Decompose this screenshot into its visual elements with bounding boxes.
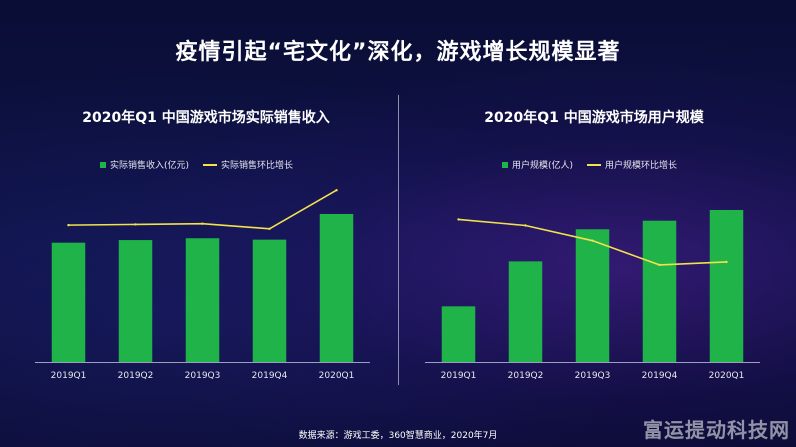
growth-point-2020Q1	[725, 260, 728, 264]
right-chart-title: 2020年Q1 中国游戏市场用户规模	[484, 110, 704, 126]
x-tick-label: 2020Q1	[319, 371, 355, 381]
growth-point-2019Q1	[457, 218, 460, 221]
growth-point-2019Q4	[268, 227, 271, 230]
panel-divider	[398, 95, 399, 385]
bar-2019Q1	[441, 306, 476, 362]
bar-2019Q1	[51, 242, 86, 362]
legend-bar-swatch	[502, 161, 508, 168]
left-chart-title: 2020年Q1 中国游戏市场实际销售收入	[82, 110, 330, 126]
legend-line-swatch	[203, 163, 218, 166]
watermark-text: 富运提动科技网	[643, 418, 790, 442]
x-tick-label: 2019Q4	[252, 371, 288, 381]
growth-point-2019Q3	[591, 239, 594, 242]
x-tick-label: 2019Q1	[51, 371, 87, 381]
left-chart: 2019Q1 2019Q2 2019Q3 2019Q4 2020Q1	[35, 188, 370, 381]
legend-line-label: 实际销售环比增长	[221, 161, 294, 171]
left-chart-legend: 实际销售收入(亿元) 实际销售环比增长	[100, 158, 293, 171]
bar-2020Q1	[319, 213, 354, 362]
growth-point-2019Q3	[201, 222, 204, 225]
x-tick-label: 2019Q2	[118, 371, 154, 381]
slide-title: 疫情引起“宅文化”深化，游戏增长规模显著	[175, 40, 621, 65]
growth-point-2019Q2	[524, 224, 527, 227]
legend-bar-label: 用户规模(亿人)	[512, 161, 574, 171]
legend-bar-label: 实际销售收入(亿元)	[110, 161, 190, 171]
data-source-footer: 数据来源：游戏工委，360智慧商业，2020年7月	[298, 431, 498, 441]
x-tick-label: 2020Q1	[709, 371, 745, 381]
bar-2019Q2	[118, 240, 153, 362]
bar-2019Q4	[642, 220, 677, 362]
x-tick-label: 2019Q1	[441, 371, 477, 381]
legend-bar-swatch	[100, 161, 106, 168]
legend-line-label: 用户规模环比增长	[605, 161, 678, 171]
bar-2019Q2	[508, 261, 543, 362]
growth-point-2019Q1	[67, 223, 70, 227]
growth-point-2019Q2	[134, 223, 137, 226]
growth-point-2019Q4	[658, 263, 661, 267]
x-tick-label: 2019Q3	[575, 371, 611, 381]
right-chart-legend: 用户规模(亿人) 用户规模环比增长	[502, 158, 677, 171]
bar-2019Q3	[575, 229, 610, 362]
x-tick-label: 2019Q3	[185, 371, 221, 381]
bar-2020Q1	[709, 209, 744, 362]
right-chart: 2019Q1 2019Q2 2019Q3 2019Q4 2020Q1	[425, 209, 760, 381]
x-tick-label: 2019Q2	[508, 371, 544, 381]
x-tick-label: 2019Q4	[642, 371, 678, 381]
growth-point-2020Q1	[335, 188, 338, 192]
bar-2019Q3	[185, 238, 220, 362]
bar-2019Q4	[252, 239, 287, 362]
legend-line-swatch	[587, 163, 602, 166]
